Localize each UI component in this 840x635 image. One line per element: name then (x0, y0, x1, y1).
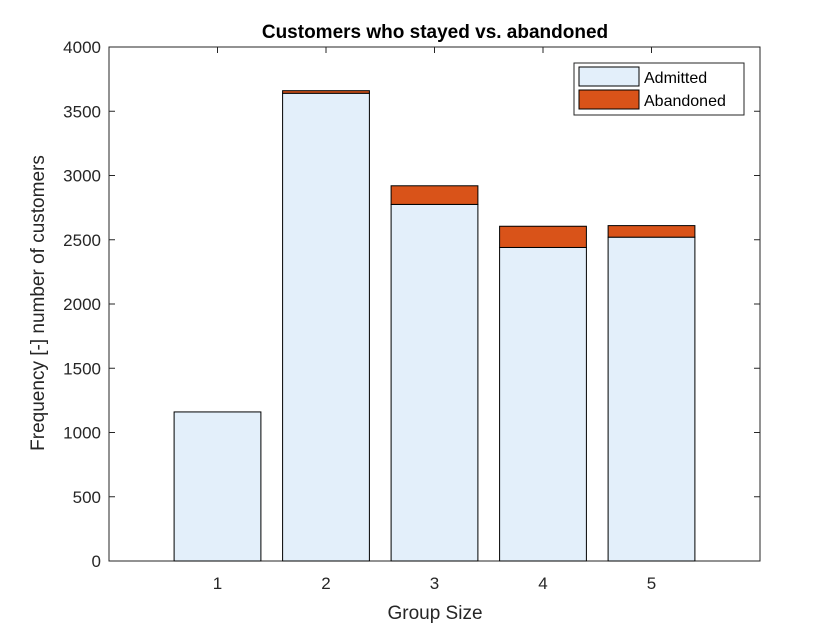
bar-admitted-5 (607, 236, 696, 562)
x-tick-label: 1 (213, 574, 222, 593)
y-tick-label: 500 (73, 488, 101, 507)
y-tick-label: 0 (92, 552, 101, 571)
y-tick-label: 3000 (63, 167, 101, 186)
legend-label-admitted: Admitted (644, 70, 707, 87)
chart-title: Customers who stayed vs. abandoned (262, 22, 608, 43)
bar-admitted-3 (390, 203, 479, 562)
y-axis: 0 500 1000 1500 2000 2500 3000 3500 4000 (63, 38, 760, 571)
x-tick-label: 5 (647, 574, 656, 593)
bar-admitted-2 (282, 92, 370, 562)
x-tick-label: 2 (321, 574, 330, 593)
legend-label-abandoned: Abandoned (644, 93, 726, 110)
y-tick-label: 1000 (63, 424, 101, 443)
x-tick-label: 4 (538, 574, 547, 593)
legend-swatch-abandoned (578, 89, 640, 110)
bars (173, 90, 696, 562)
legend-swatch-admitted (578, 66, 640, 87)
y-tick-label: 2000 (63, 295, 101, 314)
x-tick-label: 3 (430, 574, 439, 593)
bar-admitted-1 (173, 411, 262, 562)
legend: Admitted Abandoned (573, 62, 745, 116)
bar-abandoned-2 (282, 90, 370, 94)
bar-admitted-4 (499, 246, 587, 562)
bar-abandoned-5 (607, 225, 696, 238)
bar-abandoned-3 (390, 185, 479, 205)
y-axis-label: Frequency [-] number of customers (28, 155, 49, 451)
y-tick-label: 4000 (63, 38, 101, 57)
y-tick-label: 3500 (63, 102, 101, 121)
y-tick-label: 1500 (63, 359, 101, 378)
x-axis-label: Group Size (387, 603, 482, 624)
bar-abandoned-4 (499, 225, 587, 248)
y-tick-label: 2500 (63, 231, 101, 250)
